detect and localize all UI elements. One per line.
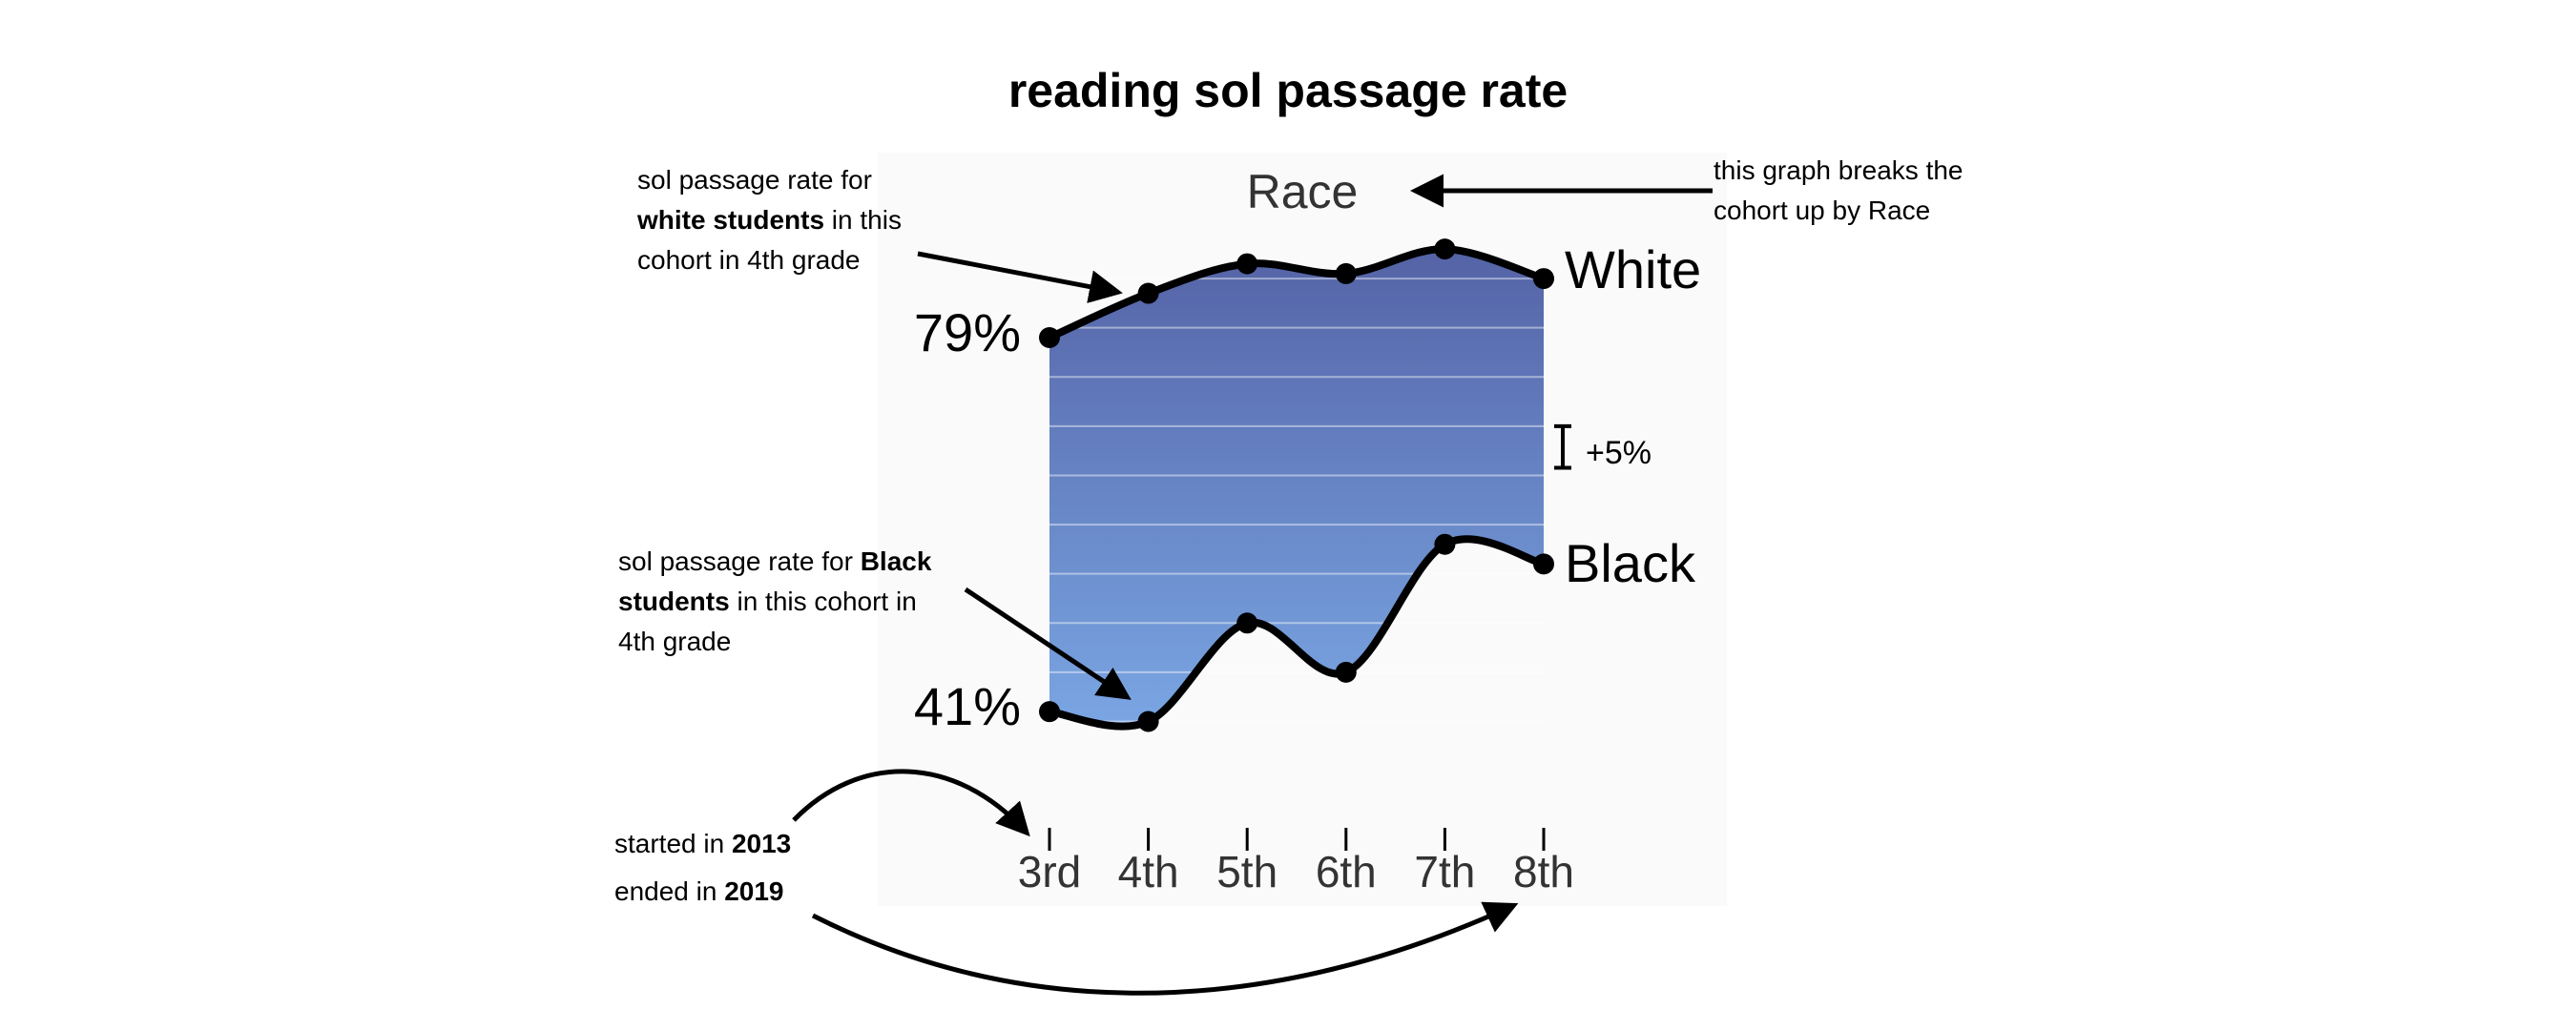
arrow-black-4th <box>964 587 1132 700</box>
start-value-label: 79% <box>914 302 1021 362</box>
annotation-race-line1: this graph breaks the <box>1714 155 1963 185</box>
x-tick-label: 7th <box>1414 847 1475 896</box>
annotation-black-pre: sol passage rate for <box>618 546 861 576</box>
x-tick-label: 6th <box>1316 847 1377 896</box>
x-tick-label: 3rd <box>1018 847 1081 896</box>
annotation-ended-text: ended in <box>614 876 725 906</box>
x-axis: 3rd 4th 5th 6th 7th 8th <box>1018 828 1574 896</box>
annotation-black: sol passage rate for Black students in t… <box>618 542 931 662</box>
annotation-race-line2: cohort up by Race <box>1714 196 1931 225</box>
x-tick-label: 5th <box>1216 847 1278 896</box>
data-point-white <box>1039 327 1060 348</box>
annotation-ended-year: 2019 <box>724 876 784 906</box>
series-label-white: White <box>1565 239 1701 299</box>
annotation-race: this graph breaks the cohort up by Race <box>1714 151 1963 231</box>
annotation-black-line3: 4th grade <box>618 627 732 656</box>
data-point-black <box>1434 533 1456 555</box>
annotation-white-bold: white students <box>637 205 825 235</box>
data-point-white <box>1236 253 1258 275</box>
data-point-white <box>1434 238 1456 260</box>
annotation-black-rest: in this cohort in <box>729 587 917 616</box>
annotation-ended: ended in 2019 <box>614 872 784 912</box>
data-point-white <box>1137 282 1159 304</box>
annotation-white: sol passage rate for white students in t… <box>637 160 902 280</box>
chart-title: reading sol passage rate <box>1008 64 1568 117</box>
arrow-end-year <box>811 901 1519 996</box>
data-point-black <box>1039 701 1060 723</box>
x-tick-label: 4th <box>1118 847 1179 896</box>
series-label-black: Black <box>1565 533 1696 593</box>
scale-label: +5% <box>1586 435 1652 471</box>
series-line-white <box>1046 245 1548 341</box>
end-value-label: 41% <box>914 676 1021 736</box>
data-point-black <box>1137 711 1159 732</box>
data-points <box>1039 238 1554 732</box>
annotation-started-text: started in <box>614 829 732 858</box>
annotation-black-bold1: Black <box>860 546 932 576</box>
annotation-started-year: 2013 <box>731 829 792 858</box>
data-point-black <box>1335 661 1357 683</box>
arrow-white-4th <box>917 251 1123 303</box>
data-point-black <box>1533 553 1554 575</box>
arrow-start-year <box>792 769 1030 837</box>
x-tick-label: 8th <box>1513 847 1574 896</box>
annotation-white-line3: cohort in 4th grade <box>637 245 861 275</box>
annotation-started: started in 2013 <box>614 824 791 864</box>
annotation-white-line1: sol passage rate for <box>637 165 872 195</box>
scale-indicator: +5% <box>1554 423 1652 471</box>
gridlines <box>1049 278 1544 723</box>
annotation-white-rest: in this <box>824 205 902 235</box>
chart-header-race: Race <box>1247 165 1359 218</box>
data-point-white <box>1533 268 1554 290</box>
annotation-black-bold2: students <box>618 587 730 616</box>
data-point-black <box>1236 612 1258 634</box>
area-between-series <box>1049 249 1544 727</box>
data-point-white <box>1335 262 1357 284</box>
